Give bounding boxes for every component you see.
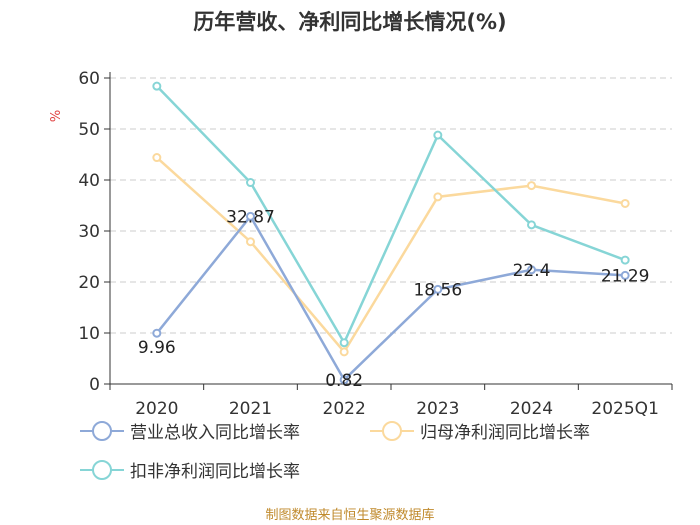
data-point: [339, 375, 349, 385]
data-label: 18.56: [413, 280, 462, 300]
data-label: 22.4: [513, 261, 551, 281]
data-point: [152, 328, 162, 338]
x-tick-label: 2022: [323, 399, 366, 419]
legend-label-deducted-profit: 扣非净利润同比增长率: [130, 462, 300, 482]
data-point: [246, 237, 255, 247]
data-label: 9.96: [138, 338, 176, 358]
series-line-2: [155, 85, 626, 346]
series-line-0: [155, 214, 626, 382]
data-point: [527, 265, 536, 275]
y-tick-label: 30: [78, 222, 100, 242]
data-point: [620, 270, 630, 280]
y-tick-label: 60: [78, 69, 100, 89]
legend-marker-revenue: [80, 420, 124, 441]
data-point: [152, 81, 162, 91]
data-point: [527, 220, 536, 230]
data-point: [152, 153, 162, 163]
x-tick-label: 2023: [416, 399, 459, 419]
legend-item-net-profit[interactable]: 归母净利润同比增长率: [370, 418, 590, 443]
chart-title: 历年营收、净利同比增长情况(%): [193, 10, 507, 34]
data-label: 21.29: [601, 266, 650, 286]
legend-marker-net-profit: [370, 420, 414, 441]
source-note: 制图数据来自恒生聚源数据库: [265, 508, 435, 523]
series-line-1: [155, 156, 626, 355]
y-tick-label: 50: [78, 120, 100, 140]
x-tick-label: 2021: [229, 399, 272, 419]
data-point: [246, 211, 255, 221]
x-tick-label: 2025Q1: [591, 399, 658, 419]
legend-label-net-profit: 归母净利润同比增长率: [420, 423, 590, 443]
x-tick-label: 2024: [510, 399, 553, 419]
data-point: [339, 338, 349, 348]
data-point: [433, 130, 443, 140]
legend-item-revenue[interactable]: 营业总收入同比增长率: [80, 418, 300, 443]
y-tick-label: 10: [78, 324, 100, 344]
data-point: [527, 181, 536, 191]
data-point: [433, 284, 443, 294]
data-point: [339, 347, 349, 357]
y-tick-label: 40: [78, 171, 100, 191]
legend-item-deducted-profit[interactable]: 扣非净利润同比增长率: [80, 457, 300, 482]
x-tick-label: 2020: [135, 399, 178, 419]
data-label: 32.87: [226, 207, 275, 227]
y-axis-label: %: [49, 110, 64, 122]
data-point: [433, 192, 443, 202]
y-tick-label: 20: [78, 273, 100, 293]
y-tick-label: 0: [89, 375, 100, 395]
data-label: 0.82: [325, 371, 363, 391]
data-point: [620, 198, 630, 208]
data-point: [620, 255, 630, 265]
legend-label-revenue: 营业总收入同比增长率: [130, 423, 300, 443]
data-point: [246, 178, 255, 188]
legend-marker-deducted-profit: [80, 459, 124, 480]
